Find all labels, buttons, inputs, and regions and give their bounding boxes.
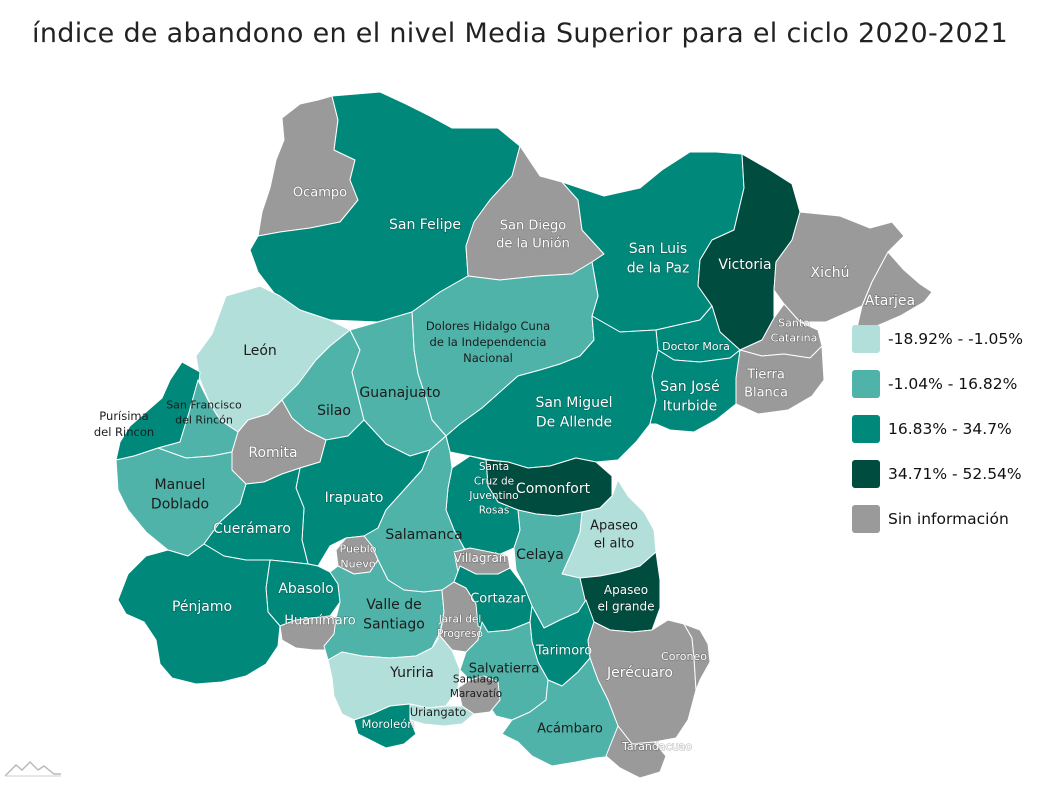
municipality-yuriria[interactable] [327,635,461,721]
label-jaral: Jaral del Progreso [437,613,483,640]
label-manuel-doblado: Manuel Doblado [151,477,209,512]
label-purisima: Purísima del Rincon [94,409,154,439]
legend-item[interactable]: -1.04% - 16.82% [852,367,1023,401]
legend-item[interactable]: Sin información [852,502,1023,536]
legend-swatch [852,415,880,443]
label-cueramaro: Cuerámaro [213,521,291,537]
label-abasolo: Abasolo [278,581,333,597]
label-san-miguel: San Miguel De Allende [535,395,612,430]
legend-swatch [852,460,880,488]
legend-label: 34.71% - 52.54% [888,465,1022,483]
legend-swatch [852,505,880,533]
label-san-felipe: San Felipe [389,217,461,233]
label-san-jose: San José Iturbide [660,379,719,414]
label-coroneo: Coroneo [661,650,707,663]
legend-label: 16.83% - 34.7% [888,420,1012,438]
label-apaseo-alto: Apaseo el alto [590,519,638,552]
label-tarimoro: Tarimoro [535,644,592,659]
municipality-san-jose[interactable] [649,349,741,433]
label-penjamo: Pénjamo [172,599,232,615]
label-dolores: Dolores Hidalgo Cuna de la Independencia N… [426,319,550,365]
label-ocampo: Ocampo [293,186,347,201]
label-salamanca: Salamanca [385,527,462,543]
municipality-uriangato[interactable] [409,703,475,727]
label-romita: Romita [248,445,297,461]
label-xichu: Xichú [811,265,850,281]
label-atarjea: Atarjea [865,293,915,309]
label-huanimaro: Huanímaro [284,614,356,629]
map-title: índice de abandono en el nivel Media Sup… [32,18,1008,49]
municipality-atarjea[interactable] [855,251,933,333]
mountains-logo-icon [4,761,61,777]
label-tierra-blanca: Tierra Blanca [744,368,788,401]
label-apaseo-grande: Apaseo el grande [597,583,654,614]
label-san-luis: San Luis de la Paz [627,241,690,276]
label-san-diego: San Diego de la Unión [496,219,570,252]
label-doctor-mora: Doctor Mora [662,340,730,353]
label-leon: León [243,343,277,359]
label-pueblo-nuevo: Pueblo Nuevo [340,542,377,570]
label-valle: Valle de Santiago [363,597,425,632]
legend-swatch [852,325,880,353]
label-silao: Silao [317,403,351,419]
label-santa-cruz: Santa Cruz de Juventino Rosas [468,461,518,517]
legend-label: Sin información [888,510,1009,528]
label-acambaro: Acámbaro [537,722,603,737]
municipality-san-felipe[interactable] [249,91,521,323]
legend: -18.92% - -1.05% -1.04% - 16.82% 16.83% - … [852,322,1023,547]
legend-item[interactable]: -18.92% - -1.05% [852,322,1023,356]
legend-item[interactable]: 16.83% - 34.7% [852,412,1023,446]
label-villagran: Villagrán [454,551,507,565]
label-comonfort: Comonfort [516,481,591,497]
label-moroleon: Moroleón [361,717,414,731]
label-salvatierra: Salvatierra [469,662,540,677]
label-tarandacuao: Tarandacuao [621,740,692,753]
municipality-moroleon[interactable] [353,703,417,749]
legend-item[interactable]: 34.71% - 52.54% [852,457,1023,491]
label-sfrancisco: San Francisco del Rincón [166,398,242,426]
legend-label: -18.92% - -1.05% [888,330,1023,348]
label-guanajuato: Guanajuato [359,385,440,401]
municipality-coroneo[interactable] [683,623,711,691]
legend-label: -1.04% - 16.82% [888,375,1018,393]
label-santiago-maravatio: Santiago Maravatío [450,673,502,700]
label-irapuato: Irapuato [325,490,384,506]
label-cortazar: Cortazar [470,592,526,607]
legend-swatch [852,370,880,398]
label-santa-catarina: Santa Catarina [771,316,818,344]
label-victoria: Victoria [718,257,771,273]
label-uriangato: Uriangato [410,705,467,719]
label-yuriria: Yuriria [389,665,434,681]
label-jerecuaro: Jerécuaro [606,665,673,681]
label-celaya: Celaya [516,547,564,563]
municipality-tarandacuao[interactable] [605,725,667,779]
